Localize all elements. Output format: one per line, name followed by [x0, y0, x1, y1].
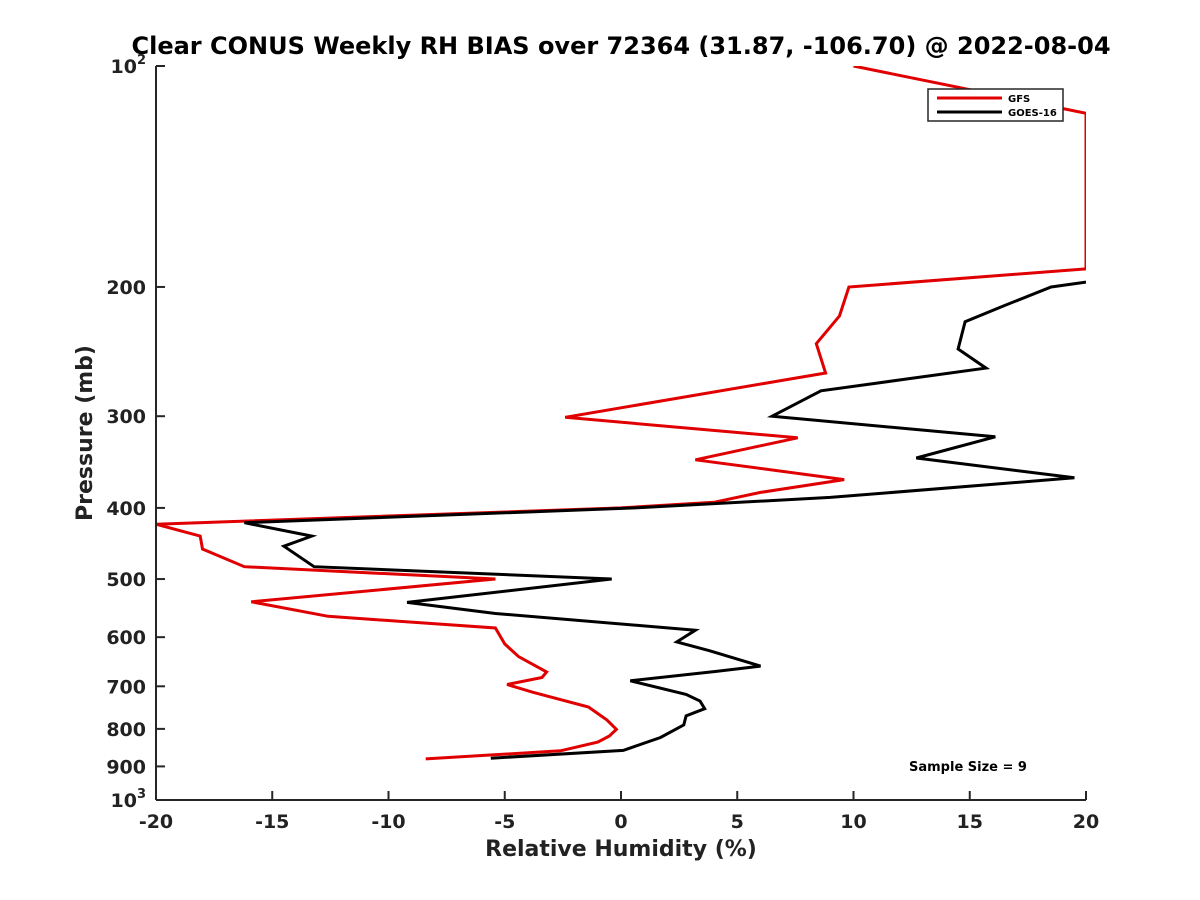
y-tick-base: 200 — [106, 277, 146, 299]
y-tick-exponent: 3 — [137, 787, 146, 802]
y-tick-base: 700 — [106, 676, 146, 698]
series-line-gfs — [156, 66, 1086, 761]
y-tick-base: 10 — [111, 56, 137, 78]
x-tick-label: -10 — [371, 811, 405, 833]
y-tick-base: 900 — [106, 756, 146, 778]
y-tick-base: 10 — [111, 790, 137, 812]
legend-box — [927, 88, 1064, 122]
legend: GFS GOES-16 — [927, 88, 1064, 122]
legend-label: GOES-16 — [1008, 108, 1057, 119]
y-tick-label: 500 — [106, 569, 146, 591]
y-tick-base: 600 — [106, 627, 146, 649]
y-tick-label: 800 — [106, 719, 146, 741]
x-tick-label: -20 — [139, 811, 173, 833]
x-ticks: -20 -15 -10 -5 0 5 10 15 20 — [139, 791, 1099, 833]
y-tick-label: 900 — [106, 756, 146, 778]
y-tick-label: 600 — [106, 627, 146, 649]
y-tick-base: 400 — [106, 498, 146, 520]
x-axis-label: Relative Humidity (%) — [485, 837, 757, 862]
y-axis-label: Pressure (mb) — [73, 345, 98, 521]
legend-label: GFS — [1008, 94, 1030, 105]
x-tick-label: 15 — [957, 811, 983, 833]
chart-title: Clear CONUS Weekly RH BIAS over 72364 (3… — [131, 32, 1110, 60]
y-tick-base: 300 — [106, 406, 146, 428]
y-tick-label: 400 — [106, 498, 146, 520]
y-tick-label: 300 — [106, 406, 146, 428]
x-tick-label: 10 — [840, 811, 866, 833]
x-tick-label: 5 — [731, 811, 744, 833]
y-tick-exponent: 2 — [137, 53, 146, 68]
y-tick-base: 800 — [106, 719, 146, 741]
y-tick-label: 102 — [111, 53, 147, 78]
y-tick-label: 103 — [111, 787, 147, 812]
series-line-goes-16 — [244, 280, 1086, 760]
x-tick-label: -15 — [255, 811, 289, 833]
x-tick-label: 20 — [1073, 811, 1099, 833]
y-tick-label: 200 — [106, 277, 146, 299]
y-tick-label: 700 — [106, 676, 146, 698]
x-tick-label: 0 — [614, 811, 627, 833]
x-tick-label: -5 — [494, 811, 515, 833]
series-layer — [156, 66, 1086, 761]
y-tick-base: 500 — [106, 569, 146, 591]
sample-size-annotation: Sample Size = 9 — [909, 760, 1027, 775]
